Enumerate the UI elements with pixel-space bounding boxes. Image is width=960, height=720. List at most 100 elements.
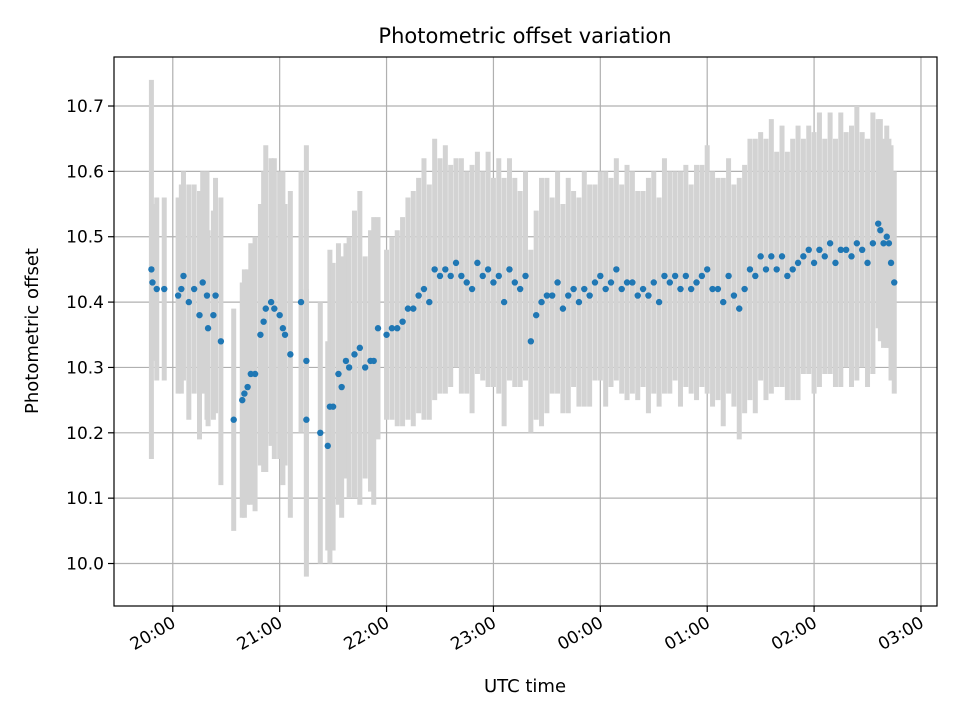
data-point-3 xyxy=(161,285,168,293)
data-point-129 xyxy=(816,246,823,254)
data-point-118 xyxy=(757,253,764,260)
data-point-112 xyxy=(725,272,732,280)
data-point-96 xyxy=(639,285,647,293)
y-tick-label-3: 10.3 xyxy=(66,358,104,378)
data-point-8 xyxy=(190,285,198,293)
data-point-67 xyxy=(484,266,492,273)
data-point-119 xyxy=(762,266,770,273)
data-point-63 xyxy=(463,279,470,286)
data-point-42 xyxy=(351,351,358,358)
data-point-135 xyxy=(848,253,855,260)
data-point-19 xyxy=(244,383,251,391)
data-point-139 xyxy=(869,240,877,247)
data-point-141 xyxy=(877,226,884,234)
data-point-28 xyxy=(279,325,287,332)
data-point-101 xyxy=(666,279,673,286)
data-point-27 xyxy=(276,311,283,319)
data-point-93 xyxy=(623,279,631,286)
data-point-14 xyxy=(212,292,219,299)
data-point-94 xyxy=(629,279,636,286)
data-point-122 xyxy=(778,253,786,260)
data-point-11 xyxy=(203,292,211,299)
data-point-21 xyxy=(251,370,259,378)
y-tick-label-7: 10.7 xyxy=(66,97,104,117)
data-point-89 xyxy=(602,285,609,293)
data-point-114 xyxy=(736,305,743,312)
data-point-140 xyxy=(875,220,882,227)
plot-frame xyxy=(113,56,938,607)
y-axis-ticks: 10.0 10.1 10.2 10.3 10.4 10.5 10.6 10.7 xyxy=(66,97,114,575)
data-point-138 xyxy=(864,259,871,267)
data-point-32 xyxy=(303,357,310,365)
data-point-85 xyxy=(581,285,588,293)
data-point-23 xyxy=(260,318,267,325)
data-point-64 xyxy=(468,285,476,293)
data-point-66 xyxy=(479,272,486,280)
data-point-4 xyxy=(174,292,182,299)
data-point-120 xyxy=(768,253,775,260)
data-point-77 xyxy=(538,298,545,306)
data-point-84 xyxy=(575,298,583,306)
data-point-134 xyxy=(842,246,850,254)
data-point-60 xyxy=(447,272,454,280)
x-axis-label: UTC time xyxy=(484,676,566,697)
y-tick-label-1: 10.1 xyxy=(66,489,104,509)
data-point-146 xyxy=(891,279,898,286)
data-point-29 xyxy=(281,331,289,338)
data-point-143 xyxy=(883,233,890,240)
data-point-133 xyxy=(837,246,845,254)
data-point-86 xyxy=(586,292,593,299)
data-point-109 xyxy=(709,285,716,293)
data-point-44 xyxy=(361,364,369,371)
y-tick-label-6: 10.6 xyxy=(66,162,104,182)
y-tick-label-4: 10.4 xyxy=(66,293,104,313)
data-point-127 xyxy=(805,246,812,254)
data-point-71 xyxy=(506,266,513,273)
data-point-116 xyxy=(746,266,754,273)
data-point-110 xyxy=(714,285,722,293)
data-point-99 xyxy=(655,298,663,306)
data-point-7 xyxy=(185,298,193,306)
data-point-75 xyxy=(527,338,535,345)
data-point-82 xyxy=(565,292,572,299)
data-point-22 xyxy=(257,331,264,338)
data-point-53 xyxy=(410,305,417,312)
data-point-61 xyxy=(452,259,460,267)
data-point-18 xyxy=(241,390,248,397)
data-point-41 xyxy=(345,364,353,371)
data-point-100 xyxy=(661,272,668,280)
data-point-0 xyxy=(148,266,155,273)
data-point-142 xyxy=(880,240,887,247)
data-point-5 xyxy=(178,285,185,293)
data-point-48 xyxy=(383,331,390,338)
y-tick-label-0: 10.0 xyxy=(66,555,104,575)
data-point-31 xyxy=(297,298,305,306)
data-point-25 xyxy=(267,298,275,306)
data-points xyxy=(148,220,898,450)
data-point-72 xyxy=(511,279,519,286)
data-point-91 xyxy=(613,266,620,273)
data-point-34 xyxy=(317,429,324,437)
data-point-50 xyxy=(394,325,401,332)
data-point-49 xyxy=(388,325,396,332)
data-point-17 xyxy=(239,396,246,404)
data-point-65 xyxy=(474,259,481,267)
data-point-51 xyxy=(399,318,406,325)
data-point-2 xyxy=(153,285,160,293)
data-point-123 xyxy=(784,272,791,280)
y-tick-label-5: 10.5 xyxy=(66,228,104,248)
data-point-117 xyxy=(752,272,759,280)
data-point-88 xyxy=(597,272,604,280)
data-point-54 xyxy=(415,292,422,299)
data-point-59 xyxy=(442,266,449,273)
data-point-52 xyxy=(404,305,412,312)
data-point-131 xyxy=(826,240,834,247)
data-point-106 xyxy=(693,279,700,286)
data-point-58 xyxy=(436,272,444,280)
data-point-15 xyxy=(217,338,225,345)
data-point-121 xyxy=(773,266,780,273)
data-point-57 xyxy=(431,266,438,273)
data-point-33 xyxy=(303,416,310,423)
data-point-37 xyxy=(329,403,337,410)
data-point-55 xyxy=(420,285,428,293)
